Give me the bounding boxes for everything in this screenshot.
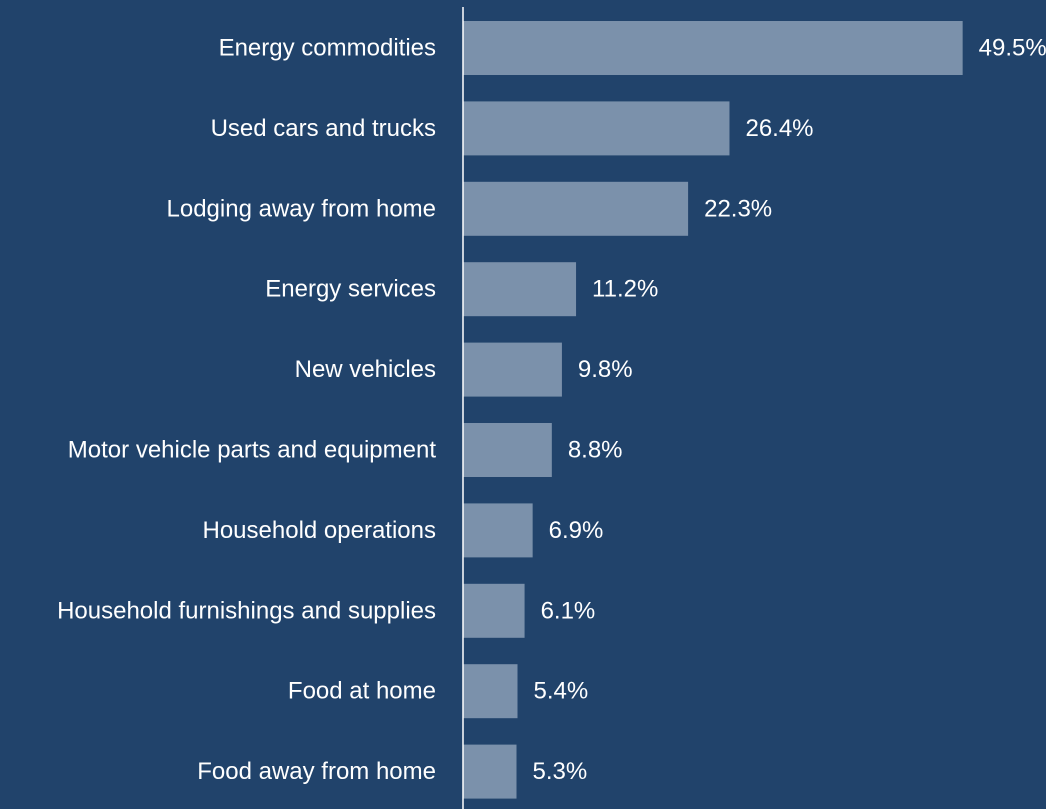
- category-label-5: Motor vehicle parts and equipment: [68, 437, 437, 464]
- category-label-2: Lodging away from home: [167, 195, 436, 222]
- value-label-8: 5.4%: [534, 678, 589, 705]
- value-label-0: 49.5%: [979, 35, 1046, 62]
- value-label-6: 6.9%: [549, 517, 604, 544]
- value-label-5: 8.8%: [568, 437, 623, 464]
- value-labels-group: 49.5% 26.4% 22.3% 11.2% 9.8% 8.8% 6.9% 6.1% 5.4%…: [532, 35, 1046, 786]
- value-label-3: 11.2%: [592, 276, 658, 303]
- category-label-4: New vehicles: [295, 356, 436, 383]
- bar-8: [463, 664, 518, 719]
- value-label-1: 26.4%: [745, 115, 813, 142]
- category-label-8: Food at home: [288, 678, 436, 705]
- bar-2: [463, 181, 689, 236]
- category-label-1: Used cars and trucks: [211, 115, 436, 142]
- category-label-9: Food away from home: [197, 758, 436, 785]
- bar-6: [463, 503, 533, 558]
- bar-3: [463, 262, 577, 317]
- bar-0: [463, 21, 963, 75]
- value-label-7: 6.1%: [541, 597, 596, 624]
- bar-7: [463, 583, 525, 638]
- category-label-3: Energy services: [265, 276, 436, 303]
- bar-4: [463, 342, 562, 397]
- bars-group: [463, 21, 963, 799]
- category-label-6: Household operations: [203, 517, 437, 544]
- value-label-9: 5.3%: [532, 758, 587, 785]
- category-labels-group: Energy commodities Used cars and trucks Lo…: [57, 35, 436, 786]
- value-label-4: 9.8%: [578, 356, 633, 383]
- category-label-7: Household furnishings and supplies: [57, 597, 436, 624]
- bar-1: [463, 101, 730, 156]
- bar-9: [463, 744, 517, 799]
- value-label-2: 22.3%: [704, 195, 772, 222]
- bar-5: [463, 423, 552, 477]
- category-label-0: Energy commodities: [219, 35, 436, 62]
